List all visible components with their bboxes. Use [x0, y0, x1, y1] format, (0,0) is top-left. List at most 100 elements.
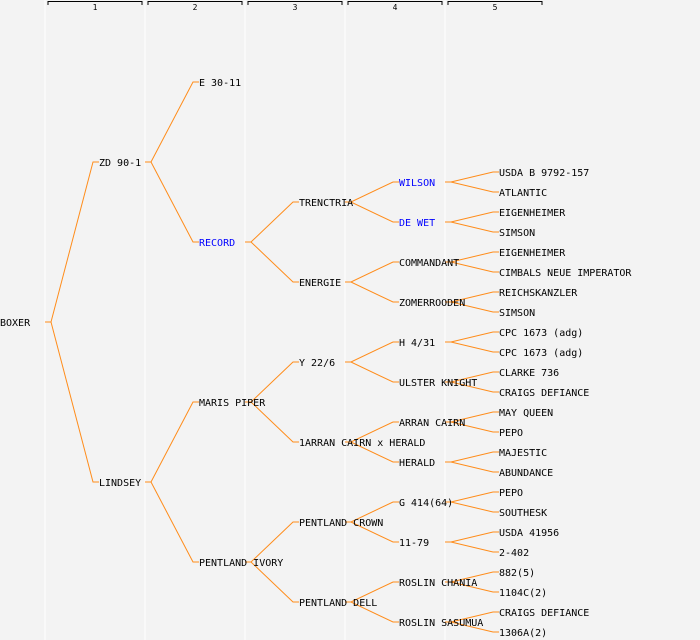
pedigree-node: CPC 1673 (adg)	[499, 328, 583, 339]
pedigree-edge	[45, 161, 99, 323]
pedigree-node: CIMBALS NEUE IMPERATOR	[499, 268, 632, 279]
pedigree-edge	[145, 161, 199, 243]
pedigree-edge	[445, 421, 499, 433]
pedigree-edge	[245, 561, 299, 603]
pedigree-node: PEPO	[499, 428, 523, 439]
pedigree-node[interactable]: DE WET	[399, 218, 435, 229]
pedigree-node: EIGENHEIMER	[499, 208, 566, 219]
pedigree-node: CLARKE 736	[499, 368, 559, 379]
pedigree-edge	[445, 171, 499, 183]
pedigree-node: MAJESTIC	[499, 448, 547, 459]
pedigree-node: ROSLIN CHANIA	[399, 578, 477, 589]
pedigree-edge	[345, 341, 399, 363]
pedigree-node: EIGENHEIMER	[499, 248, 566, 259]
pedigree-node: USDA 41956	[499, 528, 559, 539]
pedigree-edge	[445, 341, 499, 353]
generation-header-2: 2	[193, 3, 198, 12]
pedigree-node: PENTLAND DELL	[299, 598, 377, 609]
pedigree-node: ROSLIN SASUMUA	[399, 618, 483, 629]
pedigree-edge	[245, 401, 299, 443]
pedigree-edge	[445, 621, 499, 633]
pedigree-node: SOUTHESK	[499, 508, 547, 519]
generation-bracket	[347, 1, 443, 5]
pedigree-node: 1104C(2)	[499, 588, 547, 599]
pedigree-edge	[245, 201, 299, 243]
pedigree-node: ZD 90-1	[99, 158, 141, 169]
pedigree-edge	[245, 361, 299, 403]
pedigree-edge	[445, 221, 499, 233]
generation-bracket	[247, 1, 343, 5]
pedigree-node: G 414(64)	[399, 498, 453, 509]
pedigree-node: ZOMERROODEN	[399, 298, 465, 309]
pedigree-node: CRAIGS DEFIANCE	[499, 388, 589, 399]
pedigree-edge	[145, 81, 199, 163]
pedigree-node[interactable]: WILSON	[399, 178, 435, 189]
pedigree-node: 1ARRAN CAIRN x HERALD	[299, 438, 425, 449]
node-labels: E 30-11 USDA B 9792-157 ATLANTIC WILSON EIGE…	[0, 78, 632, 639]
pedigree-edge	[445, 451, 499, 463]
pedigree-node: COMMANDANT	[399, 258, 459, 269]
pedigree-node: CRAIGS DEFIANCE	[499, 608, 589, 619]
pedigree-node: E 30-11	[199, 78, 241, 89]
pedigree-node: CPC 1673 (adg)	[499, 348, 583, 359]
pedigree-edge	[445, 541, 499, 553]
generation-headers: 1 2 3 4 5	[47, 1, 543, 12]
pedigree-edge	[345, 361, 399, 383]
separators	[44, 0, 446, 640]
pedigree-node: H 4/31	[399, 338, 435, 349]
pedigree-node: MAY QUEEN	[499, 408, 553, 419]
pedigree-edge	[445, 181, 499, 193]
pedigree-edge	[445, 261, 499, 273]
pedigree-edge	[445, 531, 499, 543]
pedigree-edge	[345, 281, 399, 303]
generation-bracket	[447, 1, 543, 5]
pedigree-edge	[445, 381, 499, 393]
pedigree-edge	[345, 521, 399, 543]
pedigree-edge	[45, 321, 99, 483]
pedigree-node: 1306A(2)	[499, 628, 547, 639]
generation-header-5: 5	[493, 3, 498, 12]
pedigree-node[interactable]: RECORD	[199, 238, 235, 249]
pedigree-edge	[145, 481, 199, 563]
pedigree-edge	[445, 501, 499, 513]
pedigree-edge	[345, 441, 399, 463]
pedigree-node: ABUNDANCE	[499, 468, 553, 479]
generation-header-4: 4	[393, 3, 398, 12]
pedigree-node: BOXER	[0, 318, 31, 329]
pedigree-node: PENTLAND IVORY	[199, 558, 283, 569]
pedigree-edge	[245, 241, 299, 283]
pedigree-node: TRENCTRIA	[299, 198, 353, 209]
pedigree-edge	[445, 581, 499, 593]
pedigree-node: ATLANTIC	[499, 188, 547, 199]
pedigree-edge	[445, 211, 499, 223]
pedigree-node: SIMSON	[499, 228, 535, 239]
pedigree-node: PENTLAND CROWN	[299, 518, 383, 529]
pedigree-edge	[445, 331, 499, 343]
pedigree-edge	[145, 401, 199, 483]
pedigree-edge	[245, 521, 299, 563]
generation-header-1: 1	[93, 3, 98, 12]
pedigree-edge	[445, 461, 499, 473]
pedigree-node: LINDSEY	[99, 478, 141, 489]
edges	[45, 81, 499, 633]
pedigree-edge	[445, 301, 499, 313]
pedigree-node: USDA B 9792-157	[499, 168, 589, 179]
generation-bracket	[47, 1, 143, 5]
pedigree-node: 11-79	[399, 538, 429, 549]
pedigree-node: Y 22/6	[299, 358, 335, 369]
pedigree-edge	[345, 261, 399, 283]
pedigree-node: SIMSON	[499, 308, 535, 319]
pedigree-node: ARRAN CAIRN	[399, 418, 465, 429]
generation-bracket	[147, 1, 243, 5]
pedigree-node: REICHSKANZLER	[499, 288, 578, 299]
pedigree-node: MARIS PIPER	[199, 398, 266, 409]
pedigree-edge	[345, 601, 399, 623]
pedigree-node: ENERGIE	[299, 278, 341, 289]
generation-header-3: 3	[293, 3, 298, 12]
pedigree-node: PEPO	[499, 488, 523, 499]
pedigree-node: 2-402	[499, 548, 529, 559]
pedigree-node: ULSTER KNIGHT	[399, 378, 477, 389]
pedigree-node: 882(5)	[499, 568, 535, 579]
